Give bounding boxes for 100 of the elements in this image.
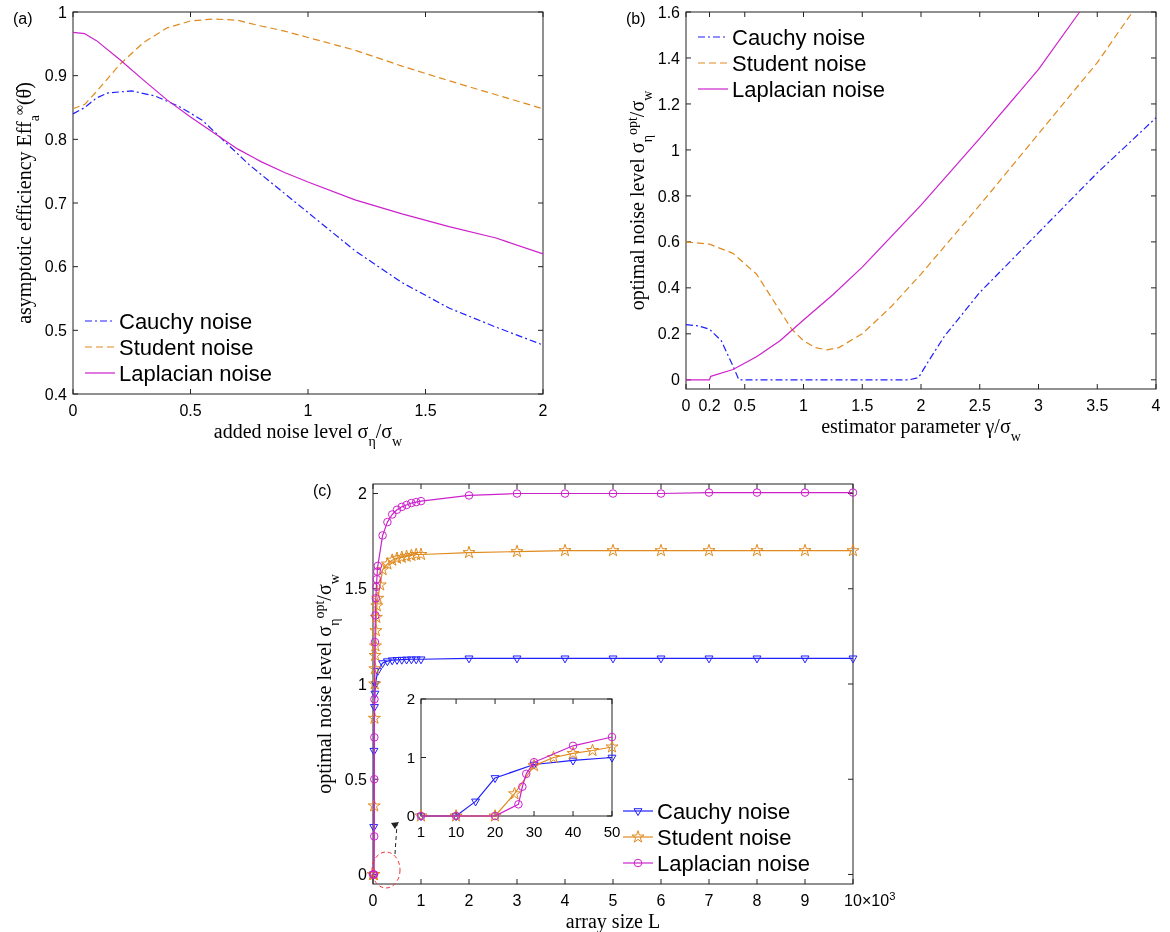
line-series <box>72 18 544 110</box>
point <box>752 488 762 497</box>
x-tick-label: 1.5 <box>851 397 874 414</box>
point <box>402 500 411 510</box>
point <box>387 657 397 666</box>
point <box>800 488 810 497</box>
x-tick-label: 6 <box>656 892 666 909</box>
point <box>605 740 619 753</box>
x-tick-label: 0.5 <box>179 402 202 419</box>
chart-title: (c) <box>313 481 332 499</box>
y-tick-label: 0.5 <box>44 321 68 339</box>
point <box>395 550 409 563</box>
point <box>376 562 390 576</box>
y-tick-label: 1 <box>358 675 368 693</box>
point <box>392 505 402 514</box>
point <box>512 489 522 498</box>
point <box>368 677 382 690</box>
x-tick-label: 2 <box>464 892 474 909</box>
point <box>383 517 392 527</box>
y-tick-label: 0 <box>406 807 415 825</box>
y-tick-label: 0.8 <box>657 187 681 205</box>
y-tick-label: 0.4 <box>44 385 68 403</box>
point <box>568 757 578 766</box>
x-tick-label: 0.5 <box>733 397 756 414</box>
legend-label: Cauchy noise <box>732 24 866 50</box>
point <box>369 824 379 832</box>
point <box>514 800 523 809</box>
x-tick-label: 9 <box>800 892 810 909</box>
point <box>414 547 428 561</box>
y-tick-label: 1.5 <box>344 580 368 598</box>
chart-title: (a) <box>13 9 33 27</box>
point <box>750 543 764 557</box>
point <box>411 656 421 665</box>
point <box>510 544 524 558</box>
point <box>380 557 394 570</box>
point <box>370 599 384 612</box>
x-tick-label: 3 <box>1034 397 1044 414</box>
point <box>508 786 522 800</box>
x-tick-label: 7 <box>704 892 714 909</box>
point <box>416 496 426 506</box>
x-axis-title: estimator parameter γ/σ$_{w}$ <box>821 415 1022 444</box>
point <box>464 491 474 500</box>
point <box>370 733 379 742</box>
point <box>373 667 383 676</box>
point <box>585 743 600 757</box>
point <box>608 655 618 664</box>
point <box>368 648 382 662</box>
y-tick-label: 0.2 <box>657 325 681 343</box>
x-tick-label: 8 <box>752 892 762 909</box>
x-tick-label: 5 <box>608 892 618 909</box>
line-series <box>685 117 1157 381</box>
legend-label: Student noise <box>732 50 867 76</box>
point <box>848 488 858 497</box>
point <box>373 567 382 576</box>
legend-label: Student noise <box>119 334 254 360</box>
point <box>606 543 620 557</box>
point <box>560 489 570 498</box>
point <box>369 704 379 712</box>
x-tick-label: 2 <box>916 397 926 414</box>
point <box>558 543 572 557</box>
point <box>607 754 617 763</box>
point <box>371 591 385 604</box>
legend-label: Cauchy noise <box>657 798 791 824</box>
x-tick-label: 3 <box>512 892 522 909</box>
y-tick-label: 0.8 <box>44 130 68 148</box>
point <box>462 545 476 559</box>
point <box>372 574 382 584</box>
point <box>416 656 426 665</box>
x-tick-label: 0.2 <box>698 397 721 414</box>
point <box>800 655 810 664</box>
point <box>369 623 383 637</box>
legend-label: Cauchy noise <box>119 308 253 334</box>
line-series <box>685 11 1134 351</box>
y-tick-label: 0.4 <box>657 279 681 297</box>
point <box>390 551 404 564</box>
y-tick-label: 0.6 <box>44 258 68 276</box>
point <box>411 497 421 507</box>
line-series <box>72 31 544 255</box>
chart-title: (b) <box>626 9 646 27</box>
point <box>370 774 379 784</box>
point <box>566 746 580 760</box>
point <box>490 775 500 784</box>
point <box>392 657 402 665</box>
point <box>521 769 531 779</box>
point <box>704 655 714 664</box>
x-tick-label: 50 <box>603 823 621 840</box>
x-tick-label: 2.5 <box>968 397 991 414</box>
point <box>752 655 762 664</box>
point <box>798 543 812 557</box>
point <box>369 747 379 756</box>
point <box>370 690 380 699</box>
y-tick-label: 1 <box>406 748 415 766</box>
point <box>370 694 379 704</box>
point <box>368 639 382 652</box>
point <box>372 582 381 592</box>
legend-label: Laplacian noise <box>119 360 272 386</box>
point <box>373 561 383 571</box>
point <box>385 553 399 566</box>
x-tick-label: 4 <box>560 892 570 909</box>
x-tick-label: 10 <box>844 892 862 909</box>
